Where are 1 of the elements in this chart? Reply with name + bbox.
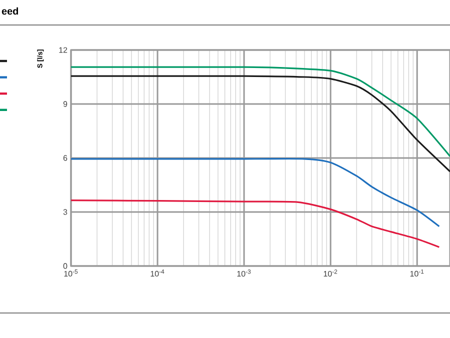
chart-title: eed: [2, 7, 18, 15]
